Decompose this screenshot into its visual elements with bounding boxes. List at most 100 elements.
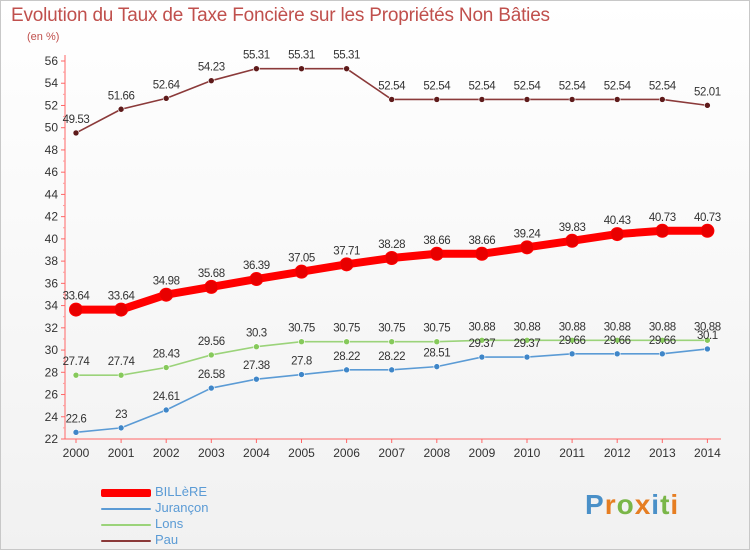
data-label-pau: 52.54 — [559, 80, 587, 92]
x-tick-label: 2013 — [649, 446, 676, 460]
data-label-juranon: 29.66 — [649, 335, 676, 347]
data-point-pau — [72, 129, 80, 137]
logo-letter: o — [616, 489, 635, 520]
data-label-lons: 30.75 — [378, 323, 405, 335]
y-tick-label: 36 — [45, 276, 59, 290]
logo-letter: t — [660, 489, 671, 520]
data-label-lons: 29.56 — [198, 336, 225, 348]
logo-letter: x — [634, 489, 652, 520]
logo-letter: r — [604, 489, 617, 520]
y-tick-label: 40 — [45, 232, 59, 246]
data-label-lons: 27.74 — [108, 356, 136, 368]
data-point-juranon — [523, 353, 531, 361]
y-tick-label: 34 — [45, 299, 59, 313]
data-point-billre — [294, 264, 309, 279]
data-point-billre — [610, 227, 625, 242]
chart-title: Evolution du Taux de Taxe Foncière sur l… — [11, 5, 550, 26]
data-point-billre — [700, 223, 715, 238]
data-label-pau: 52.54 — [649, 80, 677, 92]
data-point-juranon — [568, 350, 576, 358]
data-point-billre — [474, 246, 489, 261]
data-label-lons: 30.88 — [514, 321, 541, 333]
data-label-juranon: 23 — [115, 409, 127, 421]
data-label-pau: 52.01 — [694, 86, 721, 98]
data-point-billre — [520, 240, 534, 255]
data-label-billre: 34.98 — [153, 276, 180, 288]
y-tick-label: 32 — [45, 321, 59, 335]
data-point-lons — [433, 338, 441, 346]
data-point-billre — [339, 257, 354, 272]
data-label-pau: 55.31 — [288, 50, 315, 62]
data-label-juranon: 28.22 — [333, 351, 360, 363]
data-label-lons: 30.88 — [469, 321, 496, 333]
data-point-lons — [478, 336, 486, 344]
y-tick-label: 22 — [45, 432, 59, 446]
data-point-juranon — [433, 363, 441, 370]
data-point-pau — [208, 77, 215, 84]
legend-label: Pau — [155, 532, 179, 547]
data-point-billre — [565, 233, 580, 248]
data-point-lons — [72, 371, 80, 379]
legend-swatch — [101, 524, 151, 526]
data-label-juranon: 28.22 — [378, 351, 405, 363]
logo-letter: i — [670, 489, 680, 520]
x-tick-label: 2000 — [63, 446, 90, 460]
data-point-lons — [117, 371, 125, 379]
data-label-billre: 35.68 — [198, 268, 225, 280]
data-point-pau — [478, 96, 486, 103]
x-tick-label: 2006 — [333, 446, 360, 460]
data-label-pau: 49.53 — [63, 114, 90, 126]
y-tick-label: 42 — [45, 210, 59, 224]
data-label-pau: 55.31 — [243, 50, 270, 62]
data-label-billre: 38.28 — [378, 239, 405, 251]
data-point-pau — [658, 96, 666, 103]
data-label-juranon: 22.6 — [66, 413, 87, 425]
data-point-lons — [208, 351, 215, 359]
data-point-pau — [388, 96, 396, 103]
y-tick-label: 56 — [45, 54, 59, 68]
data-label-juranon: 27.38 — [243, 360, 270, 372]
data-label-juranon: 27.8 — [291, 356, 312, 368]
data-point-lons — [388, 338, 396, 346]
data-label-pau: 52.64 — [153, 79, 181, 91]
data-point-lons — [658, 336, 666, 344]
x-tick-label: 2009 — [469, 446, 496, 460]
data-point-billre — [384, 251, 399, 266]
data-point-lons — [613, 336, 621, 344]
data-point-lons — [162, 364, 170, 371]
legend-swatch — [101, 508, 151, 510]
data-point-juranon — [704, 345, 711, 353]
data-label-lons: 30.88 — [559, 321, 586, 333]
data-point-pau — [433, 96, 441, 103]
data-label-billre: 33.64 — [108, 291, 136, 303]
data-point-pau — [343, 65, 350, 72]
data-label-lons: 30.75 — [333, 323, 360, 335]
data-point-pau — [298, 65, 305, 72]
legend-swatch — [101, 489, 151, 497]
data-point-juranon — [117, 424, 125, 432]
y-tick-label: 44 — [45, 187, 59, 201]
data-point-juranon — [72, 429, 80, 436]
data-point-billre — [655, 223, 670, 238]
data-label-pau: 54.23 — [198, 62, 225, 74]
x-tick-label: 2007 — [378, 446, 405, 460]
data-label-juranon: 29.66 — [559, 335, 586, 347]
x-tick-label: 2005 — [288, 446, 315, 460]
x-tick-label: 2004 — [243, 446, 270, 460]
x-tick-label: 2014 — [694, 446, 721, 460]
data-label-pau: 52.54 — [604, 80, 632, 92]
data-label-pau: 55.31 — [333, 50, 360, 62]
y-tick-label: 54 — [45, 76, 59, 90]
data-label-juranon: 30.1 — [697, 330, 718, 342]
data-point-pau — [613, 96, 621, 103]
data-point-lons — [523, 336, 531, 344]
data-label-billre: 38.66 — [469, 235, 496, 247]
legend-swatch — [101, 540, 151, 542]
data-label-juranon: 28.51 — [423, 348, 450, 360]
data-label-billre: 37.05 — [288, 253, 315, 265]
data-label-billre: 38.66 — [423, 235, 450, 247]
data-label-lons: 30.88 — [694, 321, 721, 333]
data-point-billre — [204, 279, 219, 294]
data-point-juranon — [253, 375, 260, 383]
x-tick-label: 2012 — [604, 446, 631, 460]
